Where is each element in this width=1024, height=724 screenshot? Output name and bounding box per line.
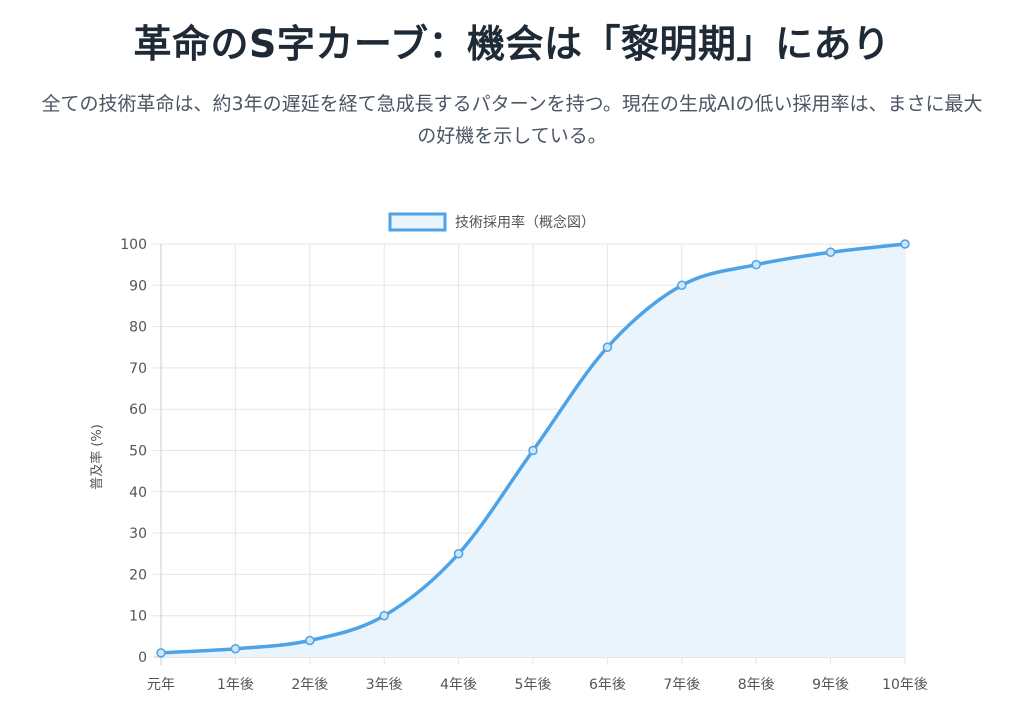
y-axis-title: 普及率 (%) xyxy=(89,424,105,490)
y-tick-label: 20 xyxy=(129,567,147,583)
data-point[interactable] xyxy=(230,643,241,654)
x-tick-label: 9年後 xyxy=(812,677,849,693)
data-point[interactable] xyxy=(379,610,389,621)
y-tick-label: 50 xyxy=(129,444,147,460)
x-tick-label: 1年後 xyxy=(217,677,254,693)
y-tick-label: 60 xyxy=(129,402,147,418)
y-tick-label: 0 xyxy=(138,650,147,666)
page-title: 革命のS字カーブ：機会は「黎明期」にあり xyxy=(133,22,891,66)
x-tick-label: 10年後 xyxy=(882,677,928,693)
y-tick-label: 30 xyxy=(129,526,147,542)
y-tick-label: 10 xyxy=(129,609,147,625)
x-tick-label: 元年 xyxy=(147,677,175,693)
data-point[interactable] xyxy=(528,445,538,456)
data-point[interactable] xyxy=(602,342,613,352)
x-tick-label: 4年後 xyxy=(440,677,477,693)
data-point[interactable] xyxy=(677,280,687,291)
y-tick-label: 40 xyxy=(129,485,147,501)
legend[interactable]: 技術採用率（概念図） xyxy=(388,212,595,232)
data-points xyxy=(156,239,910,658)
x-tick-label: 7年後 xyxy=(663,677,700,693)
chart-container: 0 10 20 30 40 50 60 70 80 90 100 元年 1年後 2年後 3年後 4年後 5年後… xyxy=(0,200,1024,710)
x-tick-label: 5年後 xyxy=(515,677,552,693)
data-point[interactable] xyxy=(825,247,836,258)
x-tick-label: 2年後 xyxy=(291,677,328,693)
x-axis: 元年 1年後 2年後 3年後 4年後 5年後 6年後 7年後 8年後 9年後 10年後 xyxy=(147,677,928,693)
x-tick-label: 6年後 xyxy=(589,677,626,693)
y-tick-label: 80 xyxy=(129,320,147,336)
y-tick-label: 100 xyxy=(120,237,147,253)
page-subtitle: 全ての技術革命は、約3年の遅延を経て急成長するパターンを持つ。現在の生成AIの低… xyxy=(41,93,983,147)
x-tick-label: 3年後 xyxy=(366,677,403,693)
data-point[interactable] xyxy=(305,635,315,646)
y-tick-label: 90 xyxy=(129,278,147,294)
legend-label: 技術採用率（概念図） xyxy=(455,214,595,231)
data-point[interactable] xyxy=(900,239,910,249)
y-tick-label: 70 xyxy=(129,361,147,377)
data-point[interactable] xyxy=(453,549,464,559)
y-axis: 0 10 20 30 40 50 60 70 80 90 100 xyxy=(120,237,147,666)
s-curve-chart: 0 10 20 30 40 50 60 70 80 90 100 元年 1年後 2年後 3年後 4年後 5年後… xyxy=(89,212,928,693)
legend-swatch xyxy=(388,212,447,232)
x-tick-label: 8年後 xyxy=(738,677,775,693)
data-point[interactable] xyxy=(156,648,166,658)
data-point[interactable] xyxy=(751,259,761,270)
